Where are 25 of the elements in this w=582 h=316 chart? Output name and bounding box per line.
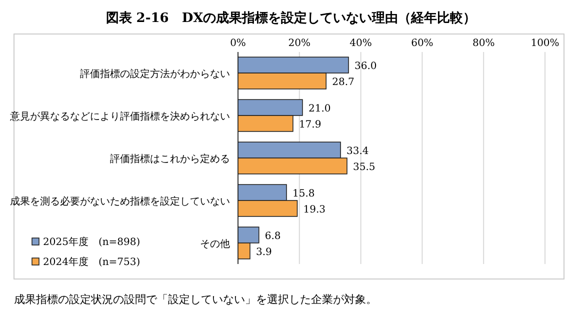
- data-label: 21.0: [308, 104, 331, 115]
- y-tick-label: その他: [200, 238, 230, 250]
- text: 成果指標の設定状況の設問で「設定していない」を選択した企業が対象。: [14, 293, 377, 306]
- y-tick-label: 評価指標はこれから定める: [110, 153, 230, 165]
- data-label: 15.8: [292, 188, 315, 200]
- x-tick-label: 80%: [472, 38, 495, 49]
- chart-title: 図表 2-16 DXの成果指標を設定していない理由（経年比較）: [106, 10, 476, 26]
- data-label: 17.9: [298, 119, 322, 130]
- data-label: 6.8: [264, 231, 281, 242]
- legend-label: 2024年度 (n=753): [43, 256, 140, 268]
- data-label: 35.5: [352, 162, 376, 173]
- x-tick-label: 20%: [288, 38, 311, 49]
- x-tick-label: 0%: [230, 38, 246, 49]
- y-tick-label: 意見が異なるなどにより評価指標を決められない: [9, 110, 230, 123]
- x-tick-label: 100%: [530, 38, 560, 49]
- y-tick-label: 評価指標の設定方法がわからない: [80, 68, 230, 80]
- data-label: 36.0: [354, 61, 377, 72]
- data-label: 3.9: [256, 246, 272, 258]
- data-label: 28.7: [332, 76, 354, 88]
- x-tick-label: 60%: [411, 38, 434, 49]
- x-tick-label: 40%: [350, 38, 372, 49]
- y-tick-label: 成果を測る必要がないため指標を設定していない: [10, 195, 230, 208]
- data-label: 33.4: [346, 146, 369, 158]
- data-label: 19.3: [303, 204, 326, 216]
- legend-label: 2025年度 (n=898): [43, 236, 140, 248]
